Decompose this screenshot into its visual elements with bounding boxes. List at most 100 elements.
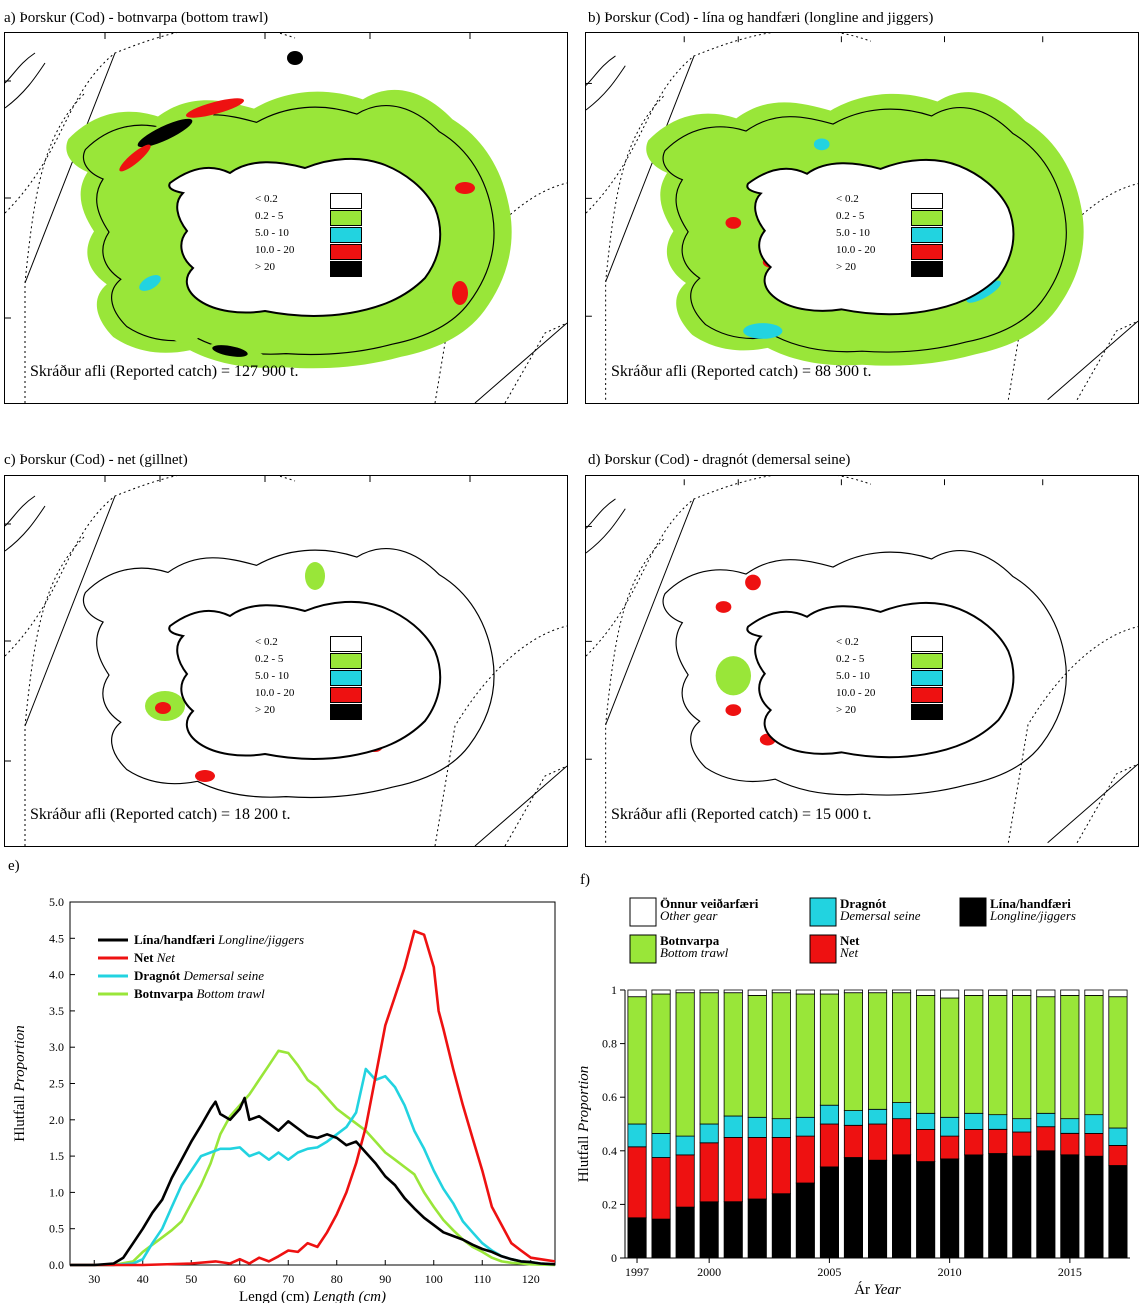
bar-segment (843, 1124, 863, 1158)
y-tick-label: 3.0 (49, 1040, 64, 1054)
bar-segment (651, 993, 671, 1134)
bar-segment (747, 1136, 767, 1200)
map-graphic (586, 33, 1138, 401)
bar-segment (699, 989, 719, 994)
bar-segment (819, 1123, 840, 1168)
legend-label: < 0.2 (255, 636, 278, 648)
legend-label: 0.2 - 5 (255, 210, 284, 222)
y-tick-label: 4.0 (49, 968, 64, 982)
bar-segment (1108, 996, 1128, 1129)
bar-segment (747, 1198, 767, 1259)
legend-entry-en: Other gear (660, 908, 718, 923)
legend-label: 5.0 - 10 (836, 227, 870, 239)
map-title: a) Þorskur (Cod) - botnvarpa (bottom tra… (4, 10, 269, 26)
bar-segment (651, 1157, 671, 1220)
series-line-demersal-seine (70, 1067, 556, 1267)
bar-segment (940, 989, 960, 999)
bar-segment (1012, 1155, 1032, 1259)
bar-segment (843, 989, 863, 994)
map-graphic (586, 476, 1138, 844)
bar-segment (747, 989, 767, 996)
bar-segment (747, 1116, 767, 1138)
y-tick-label: 3.5 (49, 1004, 64, 1018)
y-tick-label: 5.0 (49, 895, 64, 909)
bar-segment (723, 1201, 743, 1259)
bar-segment (988, 989, 1008, 996)
legend-swatch (330, 261, 362, 277)
x-tick-label: 50 (185, 1272, 197, 1286)
bar-segment (747, 995, 767, 1118)
legend-label: > 20 (836, 704, 856, 716)
x-axis-title: Ár Year (854, 1281, 901, 1298)
bar-segment (1036, 996, 1056, 1114)
legend-label: > 20 (255, 704, 275, 716)
bar-segment (627, 1146, 647, 1219)
legend-label: < 0.2 (836, 636, 859, 648)
x-tick-label: 80 (331, 1272, 343, 1286)
bar-segment (819, 1166, 840, 1259)
bar-segment (675, 1206, 695, 1259)
legend-label: 0.2 - 5 (255, 653, 284, 665)
x-tick-label: 2015 (1058, 1265, 1082, 1279)
bar-segment (675, 1135, 695, 1156)
bar-segment (940, 1158, 960, 1259)
bar-segment (867, 992, 888, 1110)
legend-entry-en: Demersal seine (839, 908, 921, 923)
bar-segment (916, 1112, 936, 1130)
legend-entry: Botnvarpa (660, 933, 720, 948)
bar-segment (1012, 995, 1032, 1120)
bar-segment (699, 992, 719, 1125)
panel-e-label: e) (8, 858, 20, 874)
bar-segment (867, 1108, 888, 1125)
bar-segment (843, 1110, 863, 1126)
bar-segment (1036, 989, 1056, 998)
bar-segment (699, 1123, 719, 1144)
bar-segment (1108, 989, 1128, 998)
x-tick-label: 1997 (625, 1265, 649, 1279)
bar-segment (916, 995, 936, 1114)
bar-segment (1036, 1126, 1056, 1152)
bar-segment (916, 1161, 936, 1259)
catch-map: < 0.2 0.2 - 5 5.0 - 10 10.0 - 20 > 20 Skráður… (4, 32, 568, 404)
length-distribution-chart: 0.0 0.5 1.0 1.5 2.0 2.5 3.0 3.5 4.0 4.5 5.0 30 40 50 6… (12, 895, 556, 1303)
bar-segment (795, 993, 815, 1118)
legend-swatch (629, 934, 657, 964)
bar-segment (867, 1159, 888, 1259)
bar-segment (988, 995, 1008, 1116)
bar-segment (819, 993, 840, 1106)
bar-segment (699, 1142, 719, 1203)
bar-segment (891, 1102, 912, 1120)
bar-segment (819, 989, 840, 995)
legend-swatch (330, 227, 362, 243)
legend-swatch (911, 193, 943, 209)
bar-segment (771, 1136, 791, 1195)
bar-segment (675, 992, 695, 1137)
y-axis-title: Hlutfall Proportion (576, 1066, 592, 1183)
bar-segment (675, 1154, 695, 1208)
legend-entry: Dragnót Demersal seine (134, 968, 264, 983)
bar-segment (771, 989, 791, 994)
bar-segment (795, 1182, 815, 1259)
legend-swatch (911, 670, 943, 686)
bar-segment (1108, 1144, 1128, 1166)
y-tick-label: 0 (611, 1251, 617, 1265)
catch-map: < 0.2 0.2 - 5 5.0 - 10 10.0 - 20 > 20 Skráður… (585, 475, 1139, 847)
series-line-net (70, 929, 556, 1267)
legend-label: < 0.2 (836, 193, 859, 205)
bar-segment (1084, 995, 1104, 1116)
bar-segment (1084, 989, 1104, 996)
bar-segment (916, 989, 936, 996)
bar-segment (627, 1217, 647, 1259)
legend-label: 0.2 - 5 (836, 653, 865, 665)
bar-segment (1108, 1127, 1128, 1146)
legend-swatch (330, 210, 362, 226)
bar-segment (795, 1116, 815, 1137)
legend-entry: Botnvarpa Bottom trawl (134, 986, 265, 1001)
gear-proportion-chart: 0 0.2 0.4 0.6 0.8 1 1997 2000 2005 2010 2015 Ár Yea… (576, 896, 1130, 1298)
legend-label: 0.2 - 5 (836, 210, 865, 222)
legend-entry-en: Net (839, 945, 858, 960)
bar-segment (964, 1112, 984, 1130)
bar-segment (988, 1128, 1008, 1154)
bar-segment (1060, 995, 1080, 1120)
bar-segment (1084, 1114, 1104, 1134)
